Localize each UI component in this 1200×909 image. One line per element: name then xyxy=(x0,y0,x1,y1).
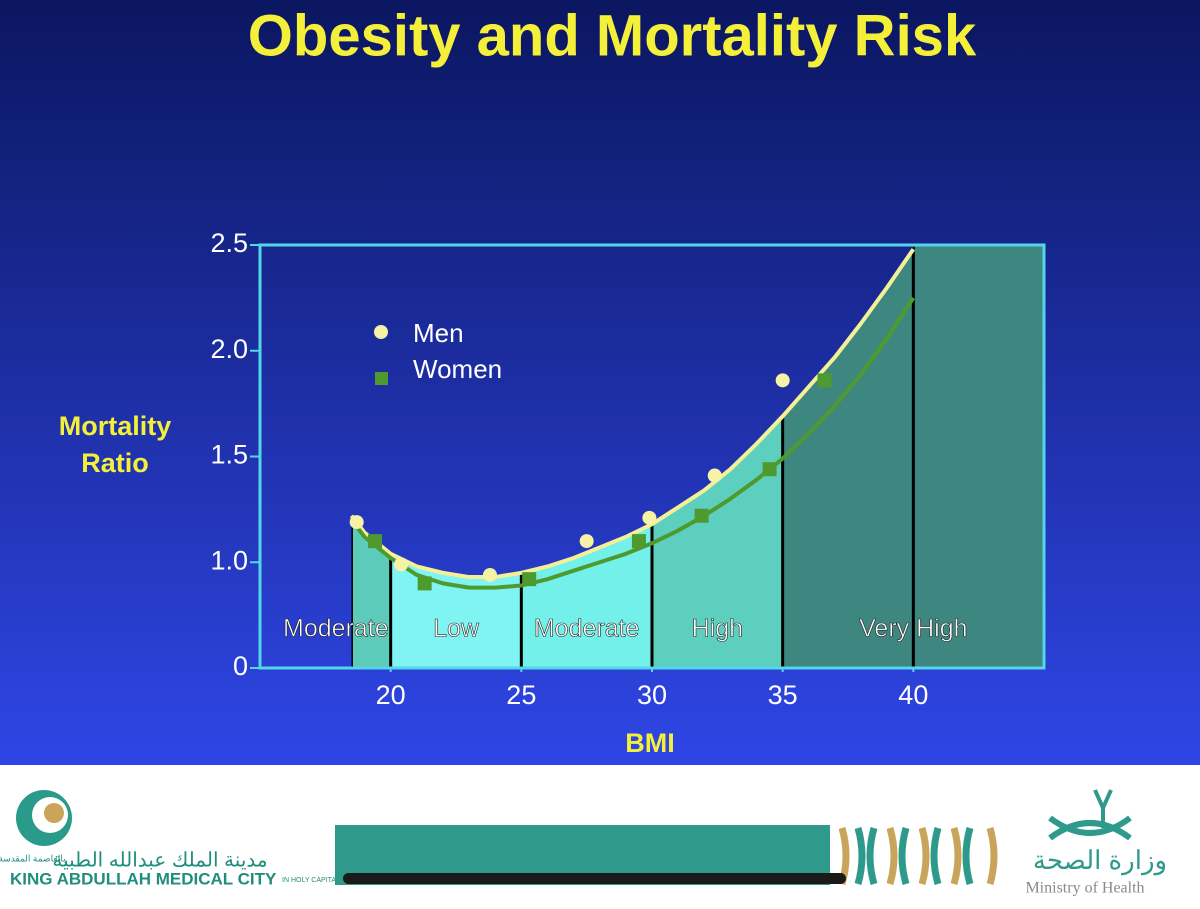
legend-marker xyxy=(375,372,388,385)
legend-marker xyxy=(374,325,388,339)
data-point xyxy=(707,468,722,483)
data-point xyxy=(762,462,777,477)
y-tick-label: 2.5 xyxy=(210,228,248,258)
legend-label: Men xyxy=(413,318,464,348)
data-point xyxy=(817,373,832,388)
zone-label: Very High xyxy=(859,615,967,643)
data-point xyxy=(694,508,709,523)
data-point xyxy=(775,373,790,388)
footer: مدينة الملك عبدالله الطبية بالعاصمة المق… xyxy=(0,789,1167,897)
logo xyxy=(1048,815,1132,841)
data-point xyxy=(482,567,497,582)
x-tick-label: 20 xyxy=(376,680,406,710)
footer-text: وزارة الصحة xyxy=(1033,845,1167,876)
footer-text: مدينة الملك عبدالله الطبية xyxy=(52,849,267,871)
legend-label: Women xyxy=(413,354,502,384)
data-point xyxy=(631,534,646,549)
y-axis-label: Mortality xyxy=(59,411,172,441)
y-axis-label: Ratio xyxy=(81,448,149,478)
x-tick-label: 35 xyxy=(768,680,798,710)
zone-label: High xyxy=(692,615,743,643)
footer-text: بالعاصمة المقدسة xyxy=(0,853,66,863)
zone-label: Moderate xyxy=(283,615,389,643)
footer-text: IN HOLY CAPITAL xyxy=(282,877,340,884)
data-point xyxy=(367,534,382,549)
logo xyxy=(44,803,64,823)
y-tick-label: 2.0 xyxy=(210,334,248,364)
x-tick-label: 25 xyxy=(506,680,536,710)
x-tick-label: 30 xyxy=(637,680,667,710)
data-point xyxy=(642,510,657,525)
data-point xyxy=(349,515,364,530)
data-point xyxy=(394,557,409,572)
fit-curve xyxy=(349,296,916,590)
footer-text: KING ABDULLAH MEDICAL CITY xyxy=(10,869,277,888)
x-tick-label: 40 xyxy=(898,680,928,710)
x-axis-label: BMI xyxy=(625,728,675,758)
y-tick-label: 1.0 xyxy=(210,545,248,575)
data-point xyxy=(522,572,537,587)
footer-text: Ministry of Health xyxy=(1025,880,1144,897)
chart-title: Obesity and Mortality Risk xyxy=(248,3,977,68)
zone-label: Moderate xyxy=(534,615,640,643)
scrollbar[interactable] xyxy=(343,873,846,884)
y-tick-label: 1.5 xyxy=(210,440,248,470)
y-tick-label: 0 xyxy=(233,651,248,681)
data-point xyxy=(579,534,594,549)
zone-label: Low xyxy=(433,615,480,643)
data-point xyxy=(417,576,432,591)
